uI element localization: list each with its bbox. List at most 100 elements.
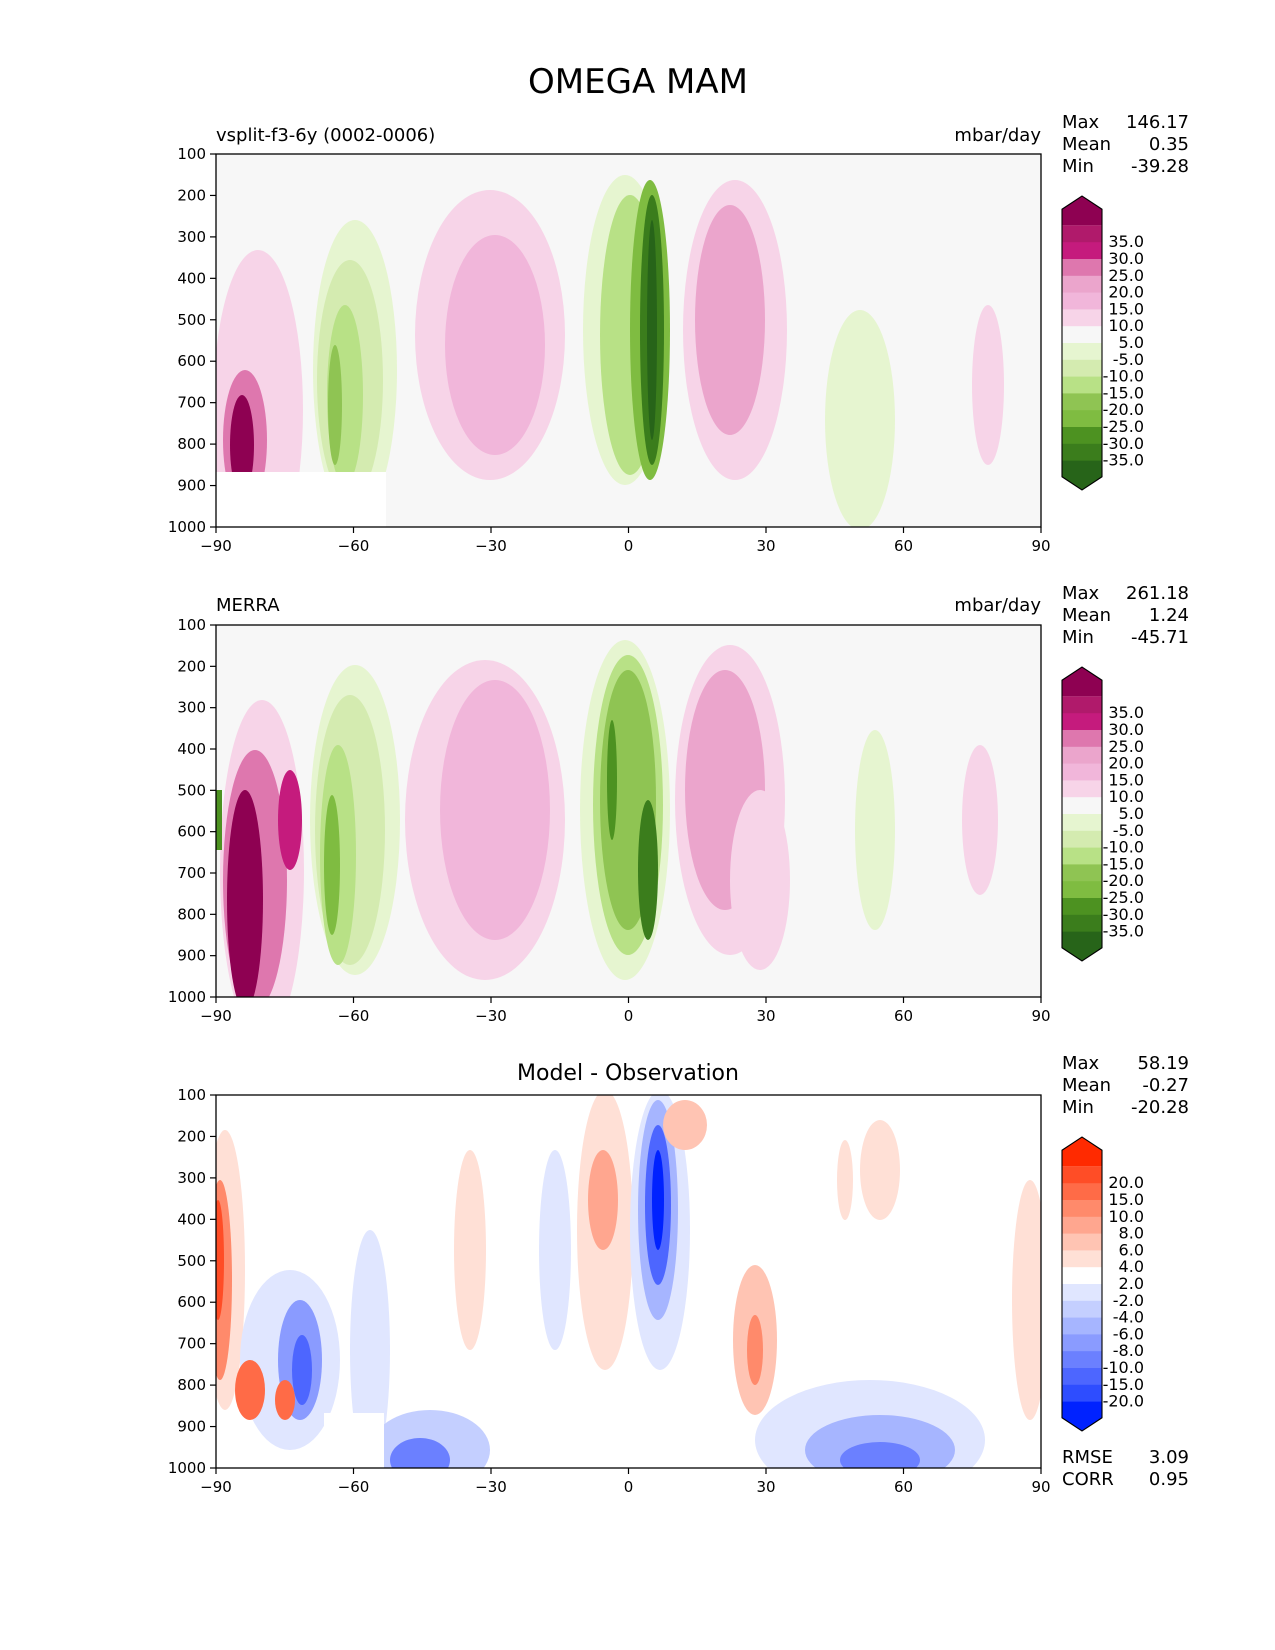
panel-units: mbar/day bbox=[954, 125, 1041, 146]
colorbar-level-label: -30.0 bbox=[1103, 434, 1144, 453]
y-tick-label: 400 bbox=[177, 269, 206, 287]
colorbar-level-label: -5.0 bbox=[1113, 821, 1144, 840]
colorbar-extend-top bbox=[1062, 196, 1102, 226]
colorbar-level-label: 30.0 bbox=[1108, 720, 1144, 739]
contour-region bbox=[454, 1150, 486, 1350]
x-tick-label: −90 bbox=[200, 537, 232, 555]
colorbar-swatch bbox=[1062, 814, 1102, 832]
figure-title: OMEGA MAM bbox=[528, 62, 748, 102]
x-tick-label: 30 bbox=[756, 1478, 775, 1496]
colorbar-swatch bbox=[1062, 1200, 1102, 1218]
colorbar-swatch bbox=[1062, 1267, 1102, 1285]
colorbar-level-label: 35.0 bbox=[1108, 232, 1144, 251]
panel-title: Model - Observation bbox=[517, 1061, 739, 1086]
stats-block: Max 58.19 Mean -0.27 Min -20.28 bbox=[1062, 1053, 1189, 1118]
colorbar-swatch bbox=[1062, 898, 1102, 916]
stat-value: 3.09 bbox=[1149, 1447, 1189, 1468]
colorbar-swatch bbox=[1062, 410, 1102, 428]
x-axis: −90 −60 −30 0 30 60 90 bbox=[200, 527, 1051, 555]
contour-region bbox=[840, 1442, 920, 1468]
stat-value: -20.28 bbox=[1131, 1097, 1189, 1118]
y-tick-label: 700 bbox=[177, 1335, 206, 1353]
contour-region bbox=[278, 770, 302, 870]
stat-value: 58.19 bbox=[1137, 1053, 1189, 1074]
colorbar: 35.030.025.020.015.010.05.0-5.0-10.0-15.… bbox=[1061, 195, 1144, 491]
x-tick-label: −30 bbox=[475, 1478, 507, 1496]
colorbar-level-label: 20.0 bbox=[1108, 754, 1144, 773]
contour-region bbox=[837, 1140, 853, 1220]
colorbar-level-label: 4.0 bbox=[1119, 1257, 1144, 1276]
contour-region bbox=[840, 410, 880, 527]
colorbar-swatch bbox=[1062, 309, 1102, 327]
contour-region bbox=[695, 205, 765, 435]
contour-region bbox=[647, 220, 657, 440]
x-tick-label: 90 bbox=[1031, 1478, 1050, 1496]
x-tick-label: 60 bbox=[894, 1007, 913, 1025]
contour-region bbox=[235, 1360, 265, 1420]
contour-region bbox=[860, 1120, 900, 1220]
colorbar-level-label: -35.0 bbox=[1103, 922, 1144, 941]
contour-region bbox=[855, 730, 895, 930]
colorbar-swatch bbox=[1062, 1368, 1102, 1386]
contour-region bbox=[652, 1150, 664, 1250]
contour-region bbox=[216, 790, 222, 850]
y-tick-label: 800 bbox=[177, 435, 206, 453]
panel-difference: −90 −60 −30 0 30 60 90 100 200 300 400 500 600 700 80… bbox=[168, 1053, 1189, 1496]
y-axis: 100 200 300 400 500 600 700 800 900 1000 bbox=[168, 1086, 216, 1477]
colorbar-swatch bbox=[1062, 847, 1102, 865]
colorbar-swatch bbox=[1062, 1334, 1102, 1352]
colorbar-level-label: 20.0 bbox=[1108, 283, 1144, 302]
colorbar-swatch bbox=[1062, 730, 1102, 748]
x-tick-label: −30 bbox=[475, 1007, 507, 1025]
colorbar-level-label: 20.0 bbox=[1108, 1173, 1144, 1192]
contour-region bbox=[607, 720, 617, 840]
contour-region bbox=[962, 745, 998, 895]
colorbar-swatch bbox=[1062, 1384, 1102, 1403]
colorbar-swatch bbox=[1062, 1317, 1102, 1335]
x-tick-label: −90 bbox=[200, 1007, 232, 1025]
x-tick-label: 0 bbox=[624, 1478, 634, 1496]
x-tick-label: 90 bbox=[1031, 537, 1050, 555]
colorbar-level-label: -20.0 bbox=[1103, 871, 1144, 890]
stat-value: 0.95 bbox=[1149, 1469, 1189, 1490]
colorbar-level-label: 15.0 bbox=[1108, 770, 1144, 789]
contour-field bbox=[216, 175, 1004, 527]
colorbar-level-label: -20.0 bbox=[1103, 400, 1144, 419]
contour-region bbox=[390, 1438, 450, 1468]
colorbar-extend-top bbox=[1062, 667, 1102, 697]
y-tick-label: 100 bbox=[177, 145, 206, 163]
colorbar-level-label: 15.0 bbox=[1108, 299, 1144, 318]
contour-region bbox=[324, 795, 340, 935]
stat-value: 146.17 bbox=[1126, 112, 1189, 133]
stat-label: Min bbox=[1062, 1097, 1094, 1118]
stat-value: -39.28 bbox=[1131, 156, 1189, 177]
colorbar-swatch bbox=[1062, 696, 1102, 714]
panel-left-title: vsplit-f3-6y (0002-0006) bbox=[216, 125, 435, 146]
colorbar-level-label: 25.0 bbox=[1108, 737, 1144, 756]
x-tick-label: 0 bbox=[624, 1007, 634, 1025]
colorbar: 35.030.025.020.015.010.05.0-5.0-10.0-15.… bbox=[1061, 666, 1144, 962]
contour-region bbox=[588, 1150, 618, 1250]
colorbar-swatch bbox=[1062, 376, 1102, 394]
x-tick-label: −30 bbox=[475, 537, 507, 555]
x-tick-label: 90 bbox=[1031, 1007, 1050, 1025]
colorbar-swatch bbox=[1062, 1233, 1102, 1251]
contour-region bbox=[227, 790, 263, 997]
y-tick-label: 800 bbox=[177, 905, 206, 923]
y-tick-label: 900 bbox=[177, 477, 206, 495]
colorbar-level-label: -10.0 bbox=[1103, 838, 1144, 857]
colorbar-level-label: 5.0 bbox=[1119, 333, 1144, 352]
colorbar-swatch bbox=[1062, 259, 1102, 277]
stat-value: -45.71 bbox=[1131, 627, 1189, 648]
x-tick-label: −60 bbox=[338, 1478, 370, 1496]
colorbar-swatch bbox=[1062, 225, 1102, 243]
x-tick-label: −90 bbox=[200, 1478, 232, 1496]
colorbar-swatch bbox=[1062, 780, 1102, 798]
colorbar-swatch bbox=[1062, 427, 1102, 445]
stat-label: Max bbox=[1062, 1053, 1100, 1074]
y-tick-label: 900 bbox=[177, 947, 206, 965]
contour-region bbox=[328, 345, 342, 465]
colorbar-level-label: -5.0 bbox=[1113, 350, 1144, 369]
colorbar-swatch bbox=[1062, 1351, 1102, 1369]
colorbar-swatch bbox=[1062, 1250, 1102, 1268]
